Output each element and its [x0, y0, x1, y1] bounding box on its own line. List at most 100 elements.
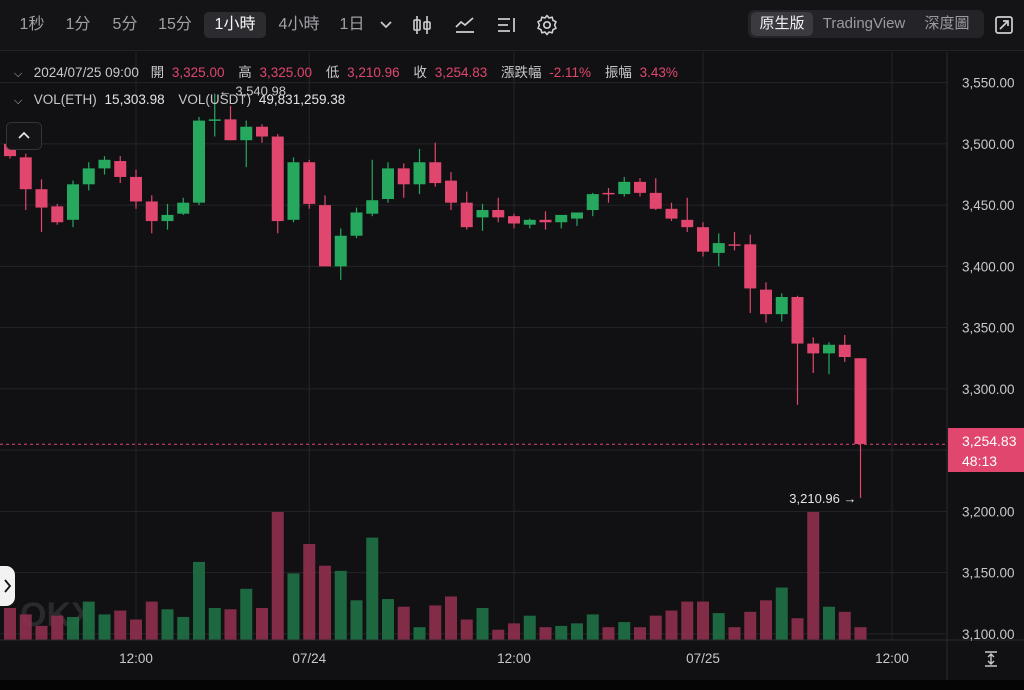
candle-body — [460, 202, 473, 228]
candle-body — [697, 227, 709, 252]
volume-bar — [161, 609, 174, 640]
candle-body — [429, 162, 442, 184]
candles — [4, 93, 867, 498]
legend-close: 3,254.83 — [434, 65, 488, 80]
volume-bar — [555, 625, 568, 640]
candle-body — [571, 212, 583, 219]
volume-bar — [240, 588, 253, 640]
candle — [224, 105, 237, 141]
candle — [67, 180, 79, 228]
volume-bar — [838, 611, 851, 640]
chevron-down-icon[interactable]: ⌵ — [14, 68, 23, 80]
candle — [287, 157, 300, 223]
high-price-marker: ← 3,540.98 — [219, 84, 286, 99]
candle-body — [303, 162, 316, 204]
legend-date: 2024/07/25 09:00 — [33, 65, 139, 80]
expand-sidebar-button[interactable] — [0, 566, 15, 606]
volume-bar — [35, 625, 48, 640]
candle — [744, 234, 757, 313]
candle-body — [208, 119, 221, 121]
chart-toolbar: 1秒 1分 5分 15分 1小時 4小時 1日 原生版 TradingView … — [0, 0, 1024, 51]
gear-icon[interactable] — [535, 13, 559, 37]
volume-bar — [130, 619, 142, 640]
auto-scale-icon[interactable] — [982, 650, 1000, 668]
candle — [366, 159, 379, 217]
candle-body — [51, 206, 64, 223]
candle — [256, 124, 268, 143]
timeframe-4h[interactable]: 4小時 — [278, 16, 320, 33]
chevron-down-icon[interactable] — [376, 14, 396, 34]
price-tick-label: 3,400.00 — [962, 259, 1015, 274]
volume-bar — [51, 615, 64, 640]
mode-tradingview[interactable]: TradingView — [822, 15, 906, 32]
candle-body — [445, 180, 457, 203]
candle-body — [539, 219, 552, 223]
chart-mode-switch: 原生版 TradingView 深度圖 — [748, 10, 984, 38]
timeframe-1h[interactable]: 1小時 — [204, 12, 266, 38]
bottom-bar — [0, 680, 1024, 690]
time-tick-label: 12:00 — [875, 651, 909, 666]
legend-change-label: 漲跌幅 — [501, 65, 542, 80]
candle-body — [366, 200, 379, 214]
volume-bar — [303, 544, 316, 640]
candle — [665, 202, 678, 222]
legend-vol-eth-label: VOL(ETH) — [33, 92, 97, 107]
time-axis: 12:00 07/24 12:00 07/25 12:00 — [119, 651, 909, 666]
candle — [35, 179, 48, 233]
legend-low-label: 低 — [325, 65, 340, 80]
candle — [586, 192, 599, 217]
fullscreen-icon[interactable] — [992, 13, 1016, 37]
candle — [697, 222, 709, 257]
volume-legend: ⌵ VOL(ETH) 15,303.98 VOL(USDT) 49,831,25… — [14, 91, 355, 109]
candle — [523, 218, 536, 229]
mode-depth[interactable]: 深度圖 — [924, 15, 970, 32]
volume-bar — [429, 605, 442, 640]
candle — [854, 358, 867, 498]
candle-body — [523, 219, 536, 225]
ohlc-legend: ⌵ 2024/07/25 09:00 開 3,325.00 高 3,325.00… — [14, 64, 688, 82]
legend-change: -2.11% — [549, 65, 592, 80]
candle-body — [618, 181, 631, 195]
mode-native[interactable]: 原生版 — [751, 12, 813, 36]
candle-body — [854, 358, 867, 444]
legend-high-label: 高 — [238, 65, 252, 80]
volume-bar — [413, 627, 426, 640]
candle-body — [256, 126, 268, 137]
volume-bar — [744, 611, 757, 640]
volume-bar — [224, 609, 237, 640]
timeframe-5m[interactable]: 5分 — [112, 16, 138, 33]
chart-settings-list-icon[interactable] — [494, 13, 518, 37]
timeframe-1m[interactable]: 1分 — [65, 16, 91, 33]
candle — [130, 169, 142, 209]
chevron-up-icon — [18, 131, 30, 139]
volume-bar — [445, 596, 457, 640]
legend-vol-eth: 15,303.98 — [104, 92, 165, 107]
candlestick-type-icon[interactable] — [410, 13, 434, 37]
volume-bar — [271, 512, 284, 640]
timeframe-15m[interactable]: 15分 — [158, 16, 192, 33]
candle-body — [82, 168, 95, 185]
timeframe-1d[interactable]: 1日 — [339, 16, 365, 33]
timeframe-1s[interactable]: 1秒 — [19, 16, 45, 33]
chevron-down-icon[interactable]: ⌵ — [14, 95, 23, 107]
volume-bar — [791, 618, 804, 640]
candle — [82, 162, 95, 191]
candle — [602, 187, 615, 203]
collapse-legend-button[interactable] — [6, 122, 42, 150]
candle — [728, 232, 741, 251]
volume-bars — [4, 512, 867, 640]
candle-body — [602, 192, 615, 195]
price-tick-label: 3,350.00 — [962, 321, 1015, 336]
candle-body — [555, 214, 568, 223]
indicators-icon[interactable] — [453, 13, 477, 37]
volume-bar — [586, 614, 599, 640]
candle-body — [397, 168, 410, 185]
candle-body — [98, 159, 111, 169]
chart-grid — [0, 52, 947, 640]
legend-open-label: 開 — [150, 65, 165, 80]
volume-bar — [681, 601, 694, 640]
candle — [508, 213, 520, 229]
candle-body — [287, 162, 300, 220]
candle-body — [586, 194, 599, 211]
